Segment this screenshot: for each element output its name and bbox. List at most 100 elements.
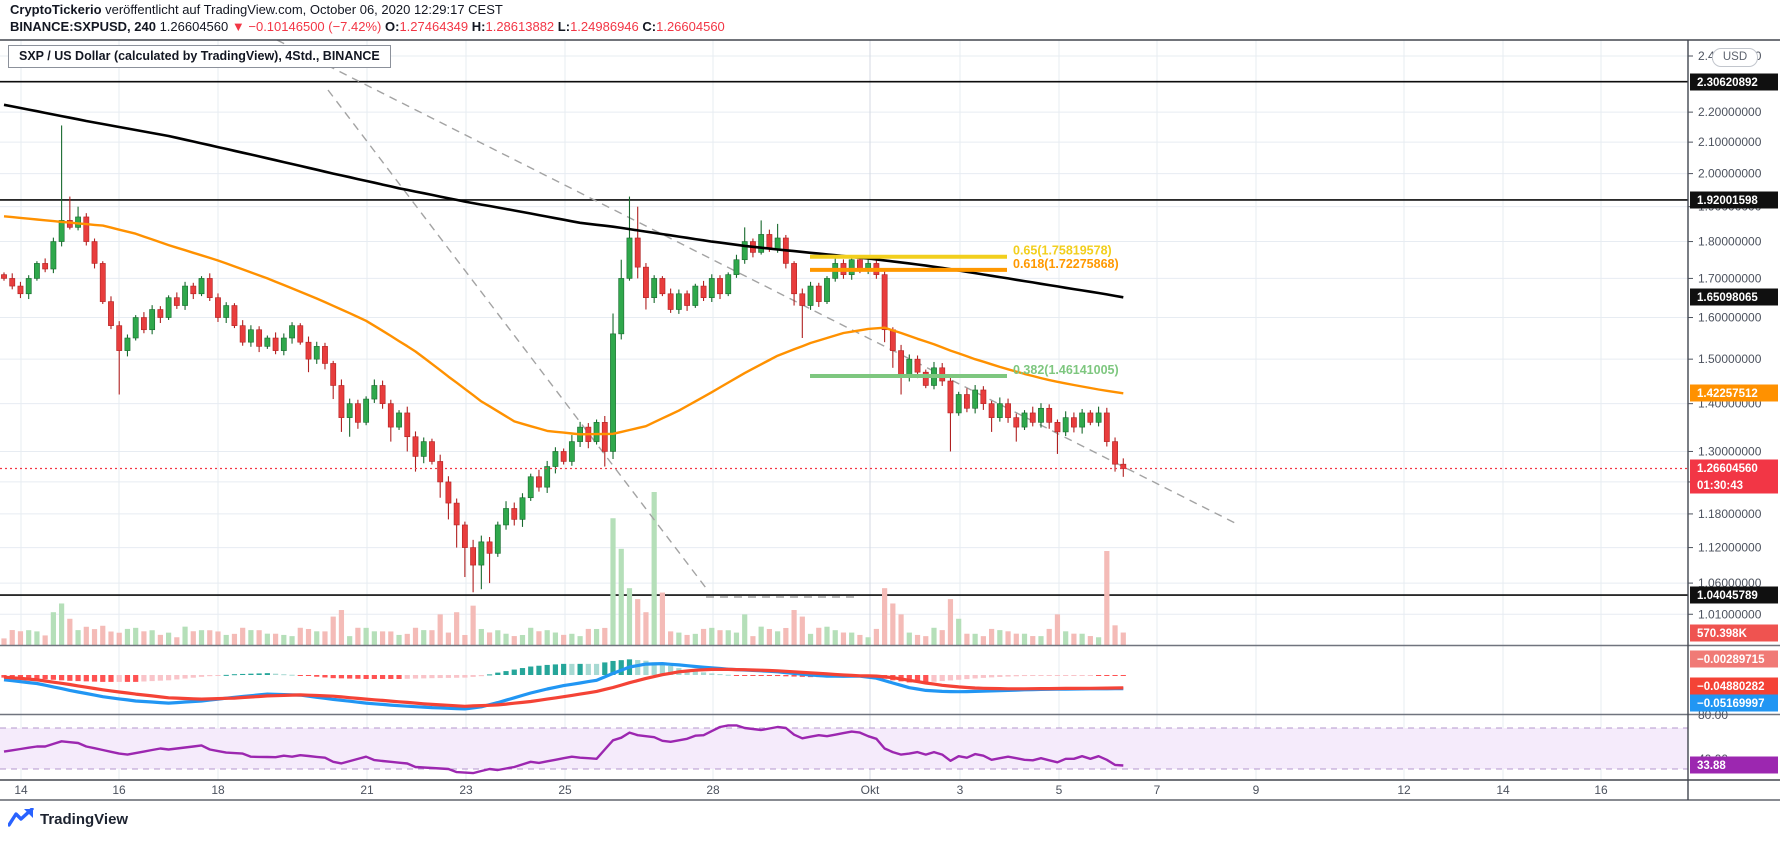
axis-value-badge: 2.30620892 [1690,73,1778,91]
last-price: 1.26604560 [159,19,229,34]
candle-body [486,541,493,554]
volume-bar [659,592,665,645]
volume-bar [1063,631,1069,645]
volume-bar [133,627,139,645]
volume-bar [684,634,690,645]
currency-toggle-usd[interactable]: USD [1712,48,1758,67]
candle-body [536,476,542,488]
macd-histogram-bar [552,664,559,675]
macd-histogram-bar [1,675,7,678]
candle-body [717,278,723,295]
axis-value-badge: 33.88 [1690,756,1778,774]
candle-body [914,358,921,373]
volume-bar [1104,551,1110,645]
macd-histogram-bar [322,675,328,678]
candle-body [182,285,188,306]
candle-body [511,508,518,520]
macd-histogram-bar [404,675,410,679]
trendline-dashed[interactable] [327,89,707,589]
tradingview-logo[interactable]: TradingView [8,808,128,830]
macd-histogram-bar [511,669,517,675]
volume-bar [816,627,822,645]
axis-value-badge: 1.26604560 [1690,459,1778,477]
volume-bar [371,631,377,645]
volume-bar [840,632,847,645]
black-ma-line[interactable] [3,103,1124,299]
macd-histogram-bar [659,663,665,675]
macd-histogram-bar [363,675,369,679]
macd-histogram-bar [799,675,805,677]
candle-body [132,317,139,339]
macd-histogram-bar [939,675,945,682]
macd-histogram-bar [700,672,707,675]
macd-histogram-bar [519,668,526,675]
macd-histogram-bar [462,675,468,678]
time-tick-label: 18 [211,783,225,797]
candle-body [1095,412,1102,423]
macd-histogram-bar [149,675,155,682]
macd-histogram-bar [486,674,493,676]
volume-bar [766,628,772,645]
time-axis[interactable]: 14 16 18 21 23 25 28 Okt 3 5 7 9 12 14 16 [0,781,1688,800]
price-tick-label: 2.20000000 [1698,105,1762,119]
volume-bar [100,625,106,645]
badge-text: −0.04880282 [1697,681,1764,693]
price-tick-label: 1.80000000 [1698,235,1762,249]
candle-body [330,363,337,386]
candle-body [824,278,830,302]
volume-bar [717,630,723,645]
volume-bar [733,632,740,645]
volume-bar [157,634,163,645]
candle-body [396,412,402,428]
time-tick-label: 14 [14,783,28,797]
candle-body [791,263,797,295]
volume-bar [1,638,7,645]
volume-bar [700,628,707,645]
time-tick-label: 14 [1496,783,1510,797]
candle-body [708,278,715,298]
price-change: −0.10146500 (−7.42%) [248,19,382,34]
candle-body [955,394,962,414]
candle-body [807,285,814,306]
macd-histogram-bar [997,675,1003,677]
time-tick-label: 3 [957,783,964,797]
chart-legend[interactable]: SXP / US Dollar (calculated by TradingVi… [8,45,391,68]
macd-histogram-bar [26,675,32,679]
volume-bar [668,631,674,645]
volume-bar [347,636,353,645]
volume-bar [454,612,460,645]
macd-histogram-bar [305,675,312,676]
macd-histogram-bar [50,675,56,680]
candle-body [338,385,345,418]
volume-bar [470,605,476,645]
macd-line [3,662,1124,711]
fib-level-label: 0.65(1.75819578) [1013,244,1112,258]
volume-bar [322,631,328,645]
trendline-dashed[interactable] [276,39,1238,525]
macd-histogram-bar [585,663,591,675]
candle-body [964,394,970,409]
time-tick-label: Okt [861,783,880,797]
macd-histogram-bar [725,674,731,676]
volume-bar [503,633,509,645]
macd-histogram-bar [256,673,262,675]
volume-bar [305,628,312,645]
axis-value-badge: 1.92001598 [1690,191,1778,209]
candle-body [256,329,263,347]
candle-body [1046,407,1053,423]
candle-body [50,241,57,270]
candle-body [758,234,765,253]
volume-bar [898,614,904,645]
badge-bg [1690,677,1778,695]
low-value: 1.24986946 [570,19,639,34]
time-tick-label: 23 [459,783,473,797]
volume-bar [643,612,649,645]
candle-body [1087,412,1094,423]
macd-histogram-bar [34,675,40,679]
price-axis[interactable]: 2.400000002.200000002.100000002.00000000… [1688,41,1780,781]
badge-bg [1690,73,1778,91]
orange-ma-line[interactable] [3,215,1124,436]
volume-bar [1079,633,1085,645]
time-tick-label: 5 [1056,783,1063,797]
